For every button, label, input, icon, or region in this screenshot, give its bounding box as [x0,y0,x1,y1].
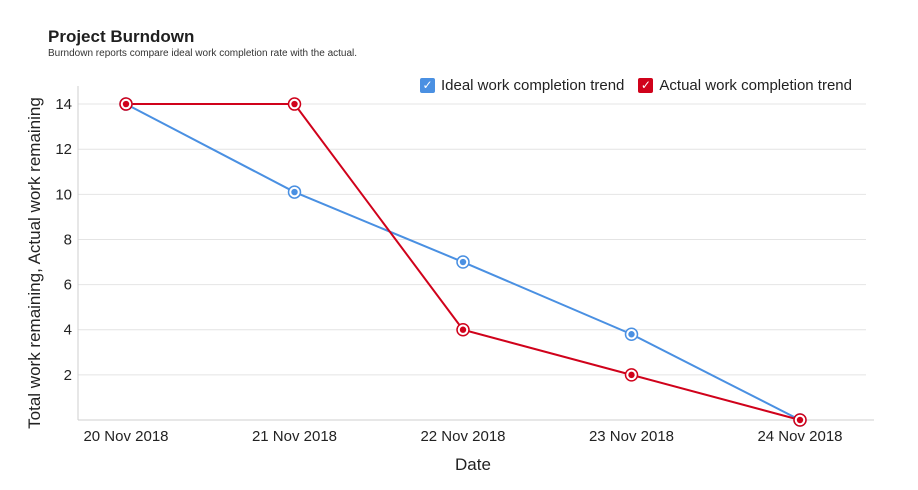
x-tick-label: 21 Nov 2018 [252,428,337,445]
x-tick-label: 23 Nov 2018 [589,428,674,445]
y-tick-label: 12 [55,141,72,158]
data-point-core [291,100,298,108]
data-point-core [459,326,467,333]
checkbox-checked-icon[interactable]: ✓ [419,78,435,93]
x-tick-label: 20 Nov 2018 [83,428,168,445]
y-tick-label: 2 [64,367,72,384]
y-tick-label: 8 [64,231,72,248]
y-axis-title: Total work remaining, Actual work remain… [25,97,44,429]
data-point-core [122,100,130,108]
y-tick-label: 14 [55,96,72,113]
data-point-core [628,371,635,379]
legend-label-actual: Actual work completion trend [659,77,852,94]
data-point-core [459,258,467,266]
x-axis-title: Date [455,455,491,474]
y-tick-label: 6 [64,277,72,294]
legend: ✓ Ideal work completion trend ✓ Actual w… [419,77,852,94]
data-point-core [291,188,298,196]
chart-title: Project Burndown [48,27,195,46]
data-point-core [628,331,635,338]
data-point-core [796,416,804,424]
chart-subtitle: Burndown reports compare ideal work comp… [48,48,358,59]
x-tick-label: 24 Nov 2018 [757,428,842,445]
checkbox-checked-icon[interactable]: ✓ [638,78,654,93]
legend-item-actual[interactable]: ✓ Actual work completion trend [638,77,852,94]
x-tick-label: 22 Nov 2018 [420,428,505,445]
legend-item-ideal[interactable]: ✓ Ideal work completion trend [419,77,625,94]
y-tick-label: 10 [55,186,72,203]
legend-label-ideal: Ideal work completion trend [440,77,625,94]
y-tick-label: 4 [64,322,72,339]
